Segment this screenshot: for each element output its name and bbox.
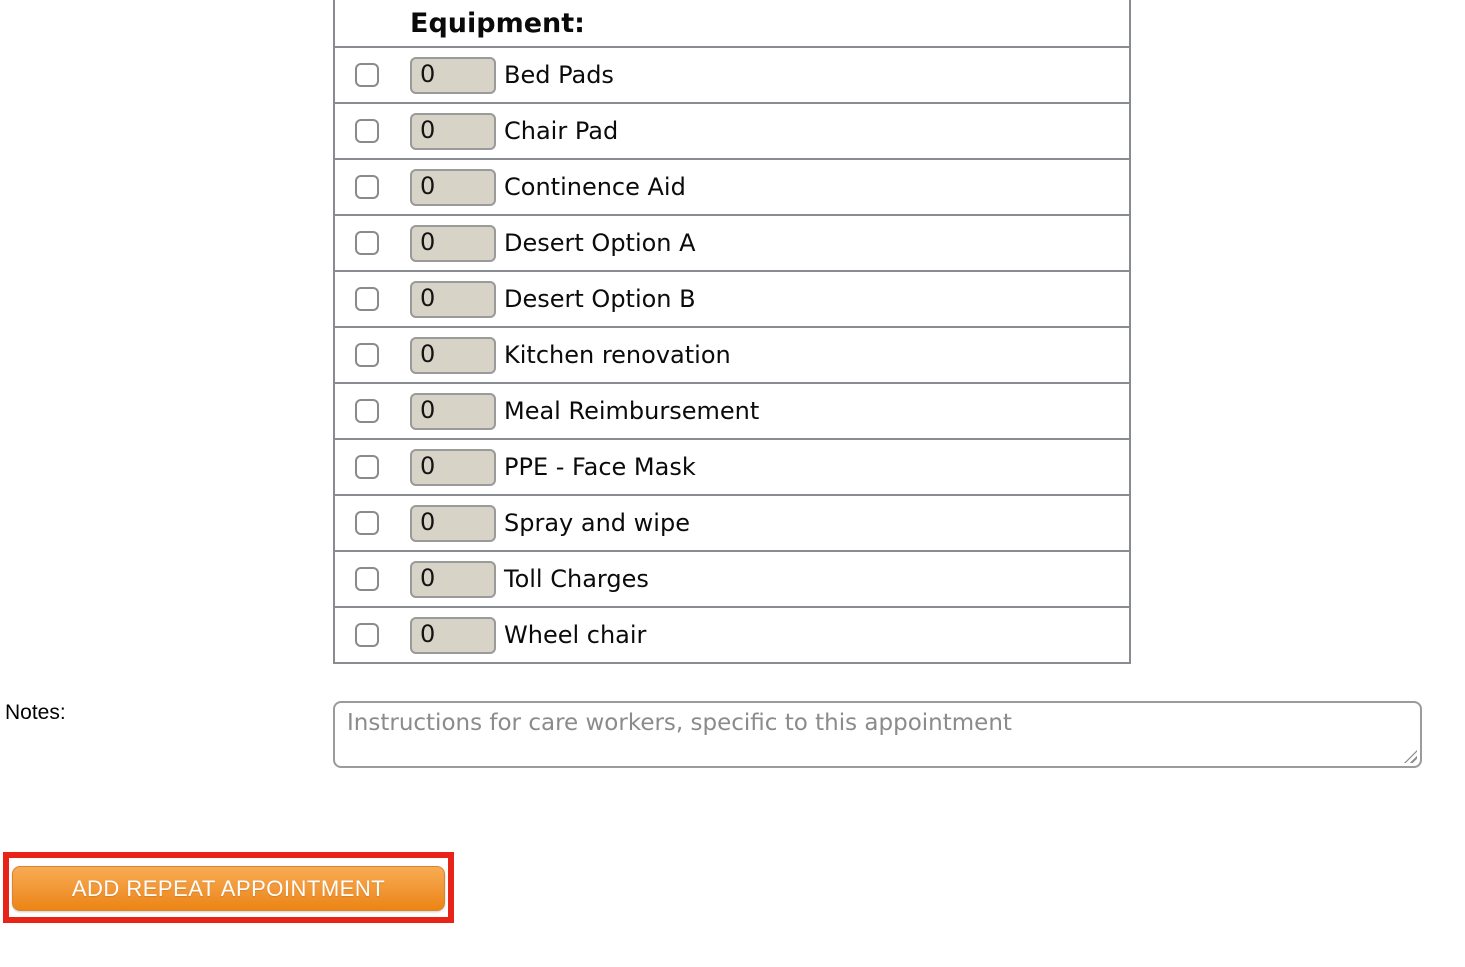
equipment-item-label: Meal Reimbursement [504,397,760,425]
equipment-row: Meal Reimbursement [335,384,1129,440]
equipment-item-label: Kitchen renovation [504,341,731,369]
equipment-row: Desert Option B [335,272,1129,328]
equipment-quantity-input[interactable] [410,616,496,654]
equipment-item-label: Spray and wipe [504,509,690,537]
equipment-quantity-input[interactable] [410,392,496,430]
equipment-quantity-input[interactable] [410,224,496,262]
equipment-item-label: Desert Option B [504,285,696,313]
equipment-checkbox[interactable] [355,231,379,255]
equipment-row: Bed Pads [335,48,1129,104]
equipment-row: Continence Aid [335,160,1129,216]
equipment-quantity-input[interactable] [410,448,496,486]
equipment-checkbox[interactable] [355,175,379,199]
equipment-quantity-input[interactable] [410,336,496,374]
equipment-row: Kitchen renovation [335,328,1129,384]
equipment-checkbox[interactable] [355,343,379,367]
equipment-item-label: Desert Option A [504,229,696,257]
equipment-quantity-input[interactable] [410,56,496,94]
equipment-checkbox[interactable] [355,567,379,591]
equipment-checkbox[interactable] [355,623,379,647]
equipment-checkbox[interactable] [355,399,379,423]
notes-label: Notes: [5,701,66,724]
equipment-row: Desert Option A [335,216,1129,272]
equipment-row: PPE - Face Mask [335,440,1129,496]
add-repeat-appointment-button[interactable]: ADD REPEAT APPOINTMENT [12,866,445,911]
equipment-item-label: Continence Aid [504,173,686,201]
equipment-rows-container: Bed Pads Chair Pad Continence Aid Desert… [335,48,1129,664]
equipment-row: Chair Pad [335,104,1129,160]
equipment-table: Equipment: Bed Pads Chair Pad Continence… [333,0,1131,664]
equipment-item-label: Chair Pad [504,117,619,145]
equipment-checkbox[interactable] [355,287,379,311]
notes-textarea[interactable] [333,701,1422,768]
equipment-item-label: PPE - Face Mask [504,453,696,481]
equipment-row: Toll Charges [335,552,1129,608]
equipment-quantity-input[interactable] [410,112,496,150]
equipment-header-label: Equipment: [410,7,585,39]
notes-field-wrapper [333,701,1422,768]
equipment-row: Spray and wipe [335,496,1129,552]
equipment-row: Wheel chair [335,608,1129,664]
equipment-checkbox[interactable] [355,119,379,143]
click-annotation-rectangle [3,852,454,923]
equipment-checkbox[interactable] [355,511,379,535]
equipment-table-header: Equipment: [335,0,1129,48]
equipment-checkbox[interactable] [355,63,379,87]
equipment-checkbox[interactable] [355,455,379,479]
equipment-item-label: Bed Pads [504,61,614,89]
equipment-quantity-input[interactable] [410,504,496,542]
equipment-item-label: Toll Charges [504,565,649,593]
equipment-item-label: Wheel chair [504,621,647,649]
equipment-quantity-input[interactable] [410,560,496,598]
equipment-quantity-input[interactable] [410,280,496,318]
equipment-quantity-input[interactable] [410,168,496,206]
